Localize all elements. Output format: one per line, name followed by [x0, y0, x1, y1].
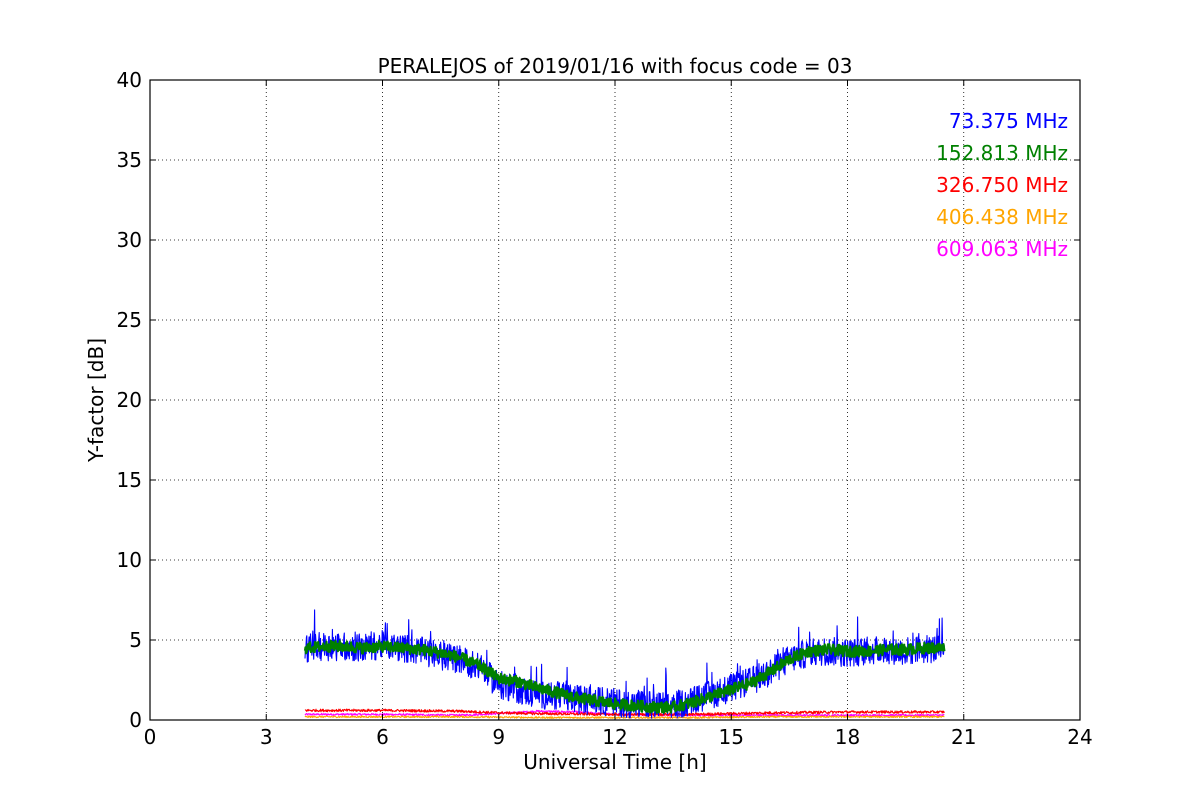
y-tick-label: 5 — [129, 628, 142, 652]
legend-entry: 152.813 MHz — [936, 141, 1068, 165]
series-line-3 — [304, 715, 945, 719]
y-tick-label: 15 — [117, 468, 142, 492]
ticks: 0 3 6 9 12 15 18 21 24 0 5 10 15 20 25 30 35 40 — [117, 68, 1093, 749]
y-tick-label: 35 — [117, 148, 142, 172]
x-tick-label: 18 — [835, 725, 860, 749]
legend-entry: 609.063 MHz — [936, 237, 1068, 261]
x-axis-label: Universal Time [h] — [523, 750, 706, 774]
y-tick-label: 30 — [117, 228, 142, 252]
y-axis-label: Y-factor [dB] — [84, 338, 108, 463]
y-tick-label: 25 — [117, 308, 142, 332]
grid — [150, 80, 1080, 720]
y-tick-label: 20 — [117, 388, 142, 412]
series-line-1 — [303, 639, 946, 714]
x-tick-label: 12 — [602, 725, 627, 749]
x-tick-label: 15 — [719, 725, 744, 749]
y-tick-label: 10 — [117, 548, 142, 572]
chart-title: PERALEJOS of 2019/01/16 with focus code … — [378, 54, 853, 78]
series-line-2 — [304, 708, 945, 717]
x-tick-label: 3 — [260, 725, 273, 749]
x-tick-label: 24 — [1067, 725, 1092, 749]
x-tick-label: 0 — [144, 725, 157, 749]
x-tick-label: 9 — [492, 725, 505, 749]
y-tick-label: 40 — [117, 68, 142, 92]
legend-entry: 326.750 MHz — [936, 173, 1068, 197]
legend-entry: 406.438 MHz — [936, 205, 1068, 229]
y-tick-label: 0 — [129, 708, 142, 732]
legend-entry: 73.375 MHz — [949, 109, 1068, 133]
x-tick-label: 6 — [376, 725, 389, 749]
x-tick-label: 21 — [951, 725, 976, 749]
legend: 73.375 MHz 152.813 MHz 326.750 MHz 406.438 … — [936, 109, 1068, 261]
series-layer — [303, 609, 946, 719]
